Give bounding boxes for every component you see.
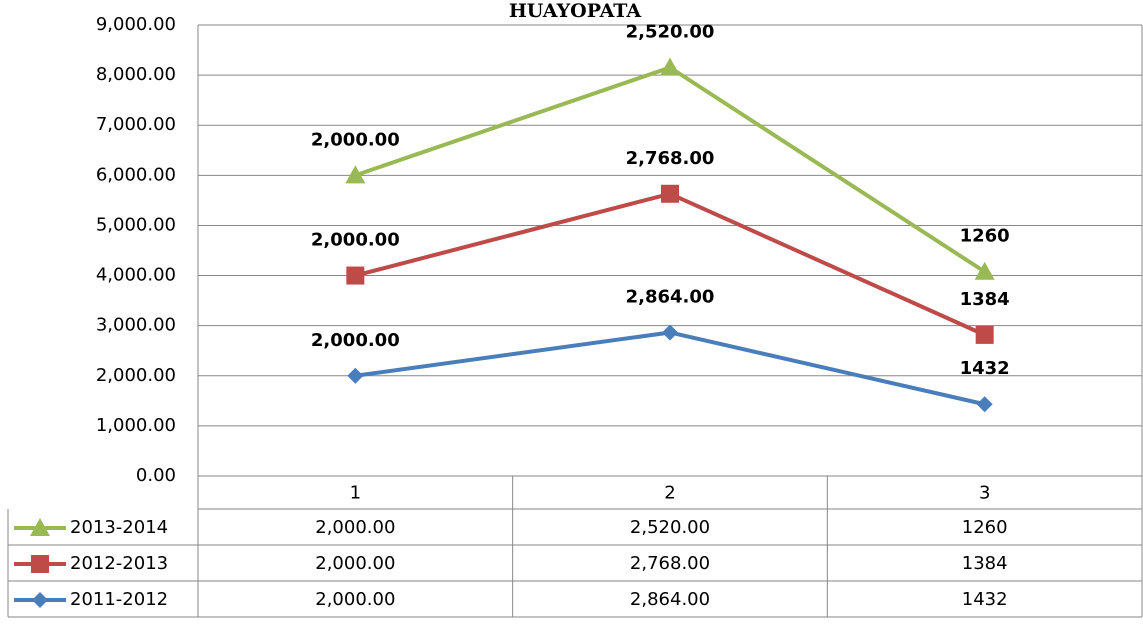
data-label: 1384: [960, 289, 1010, 310]
table-cell: 1432: [962, 589, 1008, 610]
x-tick-label: 3: [979, 483, 990, 504]
marker: [662, 324, 678, 341]
table-cell: 2,864.00: [630, 589, 710, 610]
x-tick-label: 1: [350, 483, 361, 504]
marker: [346, 266, 365, 285]
y-tick-label: 2,000.00: [96, 365, 176, 386]
y-tick-label: 5,000.00: [96, 214, 176, 235]
legend-label: 2013-2014: [70, 517, 168, 538]
y-tick-label: 0.00: [136, 465, 176, 486]
table-cell: 2,000.00: [315, 517, 395, 538]
y-tick-label: 6,000.00: [96, 164, 176, 185]
table-cell: 1260: [962, 517, 1008, 538]
y-tick-label: 4,000.00: [96, 265, 176, 286]
table-cell: 2,768.00: [630, 553, 710, 574]
legend-label: 2011-2012: [70, 589, 168, 610]
data-label: 1260: [960, 226, 1010, 247]
x-tick-label: 2: [664, 483, 675, 504]
y-tick-label: 9,000.00: [96, 14, 176, 35]
marker: [347, 367, 364, 384]
table-cell: 2,520.00: [630, 517, 710, 538]
table-cell: 2,000.00: [315, 553, 395, 574]
marker: [345, 165, 366, 184]
legend-label: 2012-2013: [70, 553, 168, 574]
marker: [661, 184, 679, 203]
table-cell: 1384: [962, 553, 1008, 574]
table-cell: 2,000.00: [315, 589, 395, 610]
marker: [975, 325, 994, 344]
y-tick-label: 1,000.00: [96, 415, 176, 436]
y-tick-label: 8,000.00: [96, 64, 176, 85]
data-label: 1432: [960, 358, 1010, 379]
marker: [976, 396, 993, 413]
data-label: 2,000.00: [311, 230, 400, 251]
data-label: 2,520.00: [626, 21, 715, 42]
marker: [32, 592, 48, 608]
y-tick-label: 7,000.00: [96, 114, 176, 135]
data-label: 2,000.00: [311, 129, 400, 150]
data-label: 2,768.00: [626, 148, 715, 169]
data-label: 2,864.00: [626, 286, 715, 307]
marker: [974, 261, 995, 280]
data-label: 2,000.00: [311, 330, 400, 351]
marker: [660, 57, 680, 76]
y-tick-label: 3,000.00: [96, 315, 176, 336]
marker: [31, 555, 49, 573]
marker: [30, 518, 50, 536]
chart-title: HUAYOPATA: [509, 0, 642, 22]
